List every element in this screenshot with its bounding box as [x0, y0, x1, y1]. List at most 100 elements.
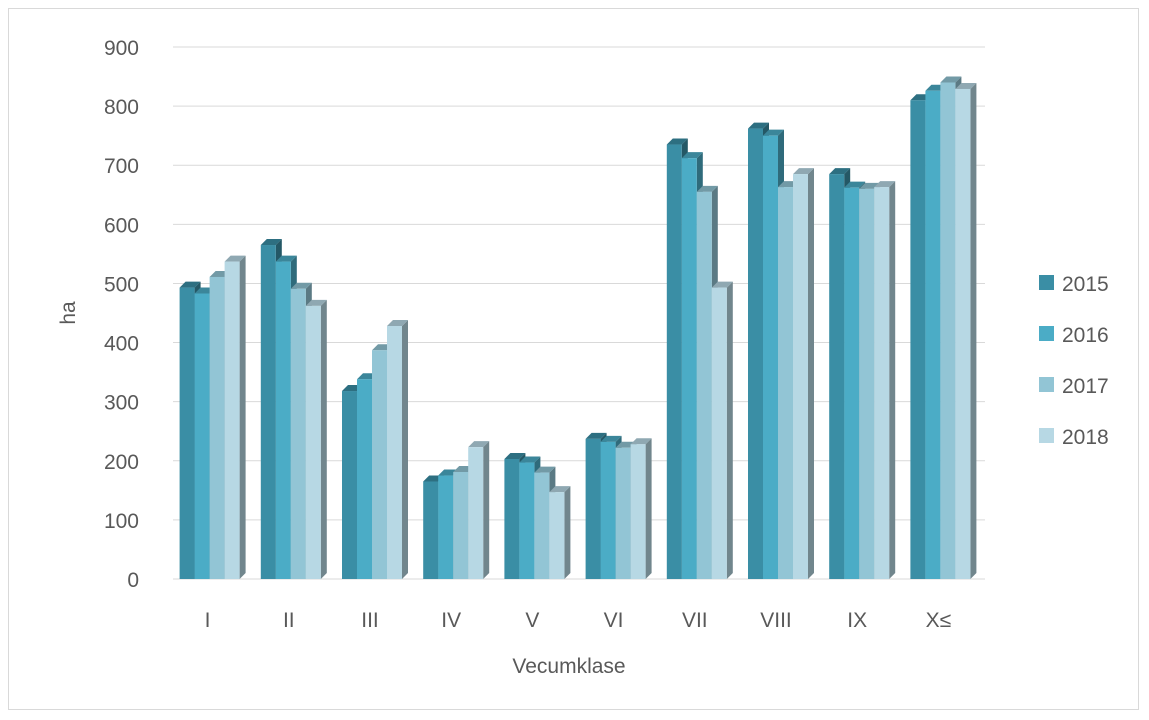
bar-front — [194, 293, 210, 579]
legend: 2015 2016 2017 2018 — [1039, 273, 1109, 449]
bar-front — [342, 391, 357, 579]
bar-front — [534, 472, 550, 579]
bar-top — [940, 76, 962, 83]
bar-front — [844, 187, 860, 579]
bar-front — [910, 100, 926, 579]
bar-front — [179, 287, 195, 579]
bar-top — [829, 168, 851, 175]
bar-front — [615, 447, 631, 579]
y-axis-ticks: 0 100 200 300 400 500 600 700 800 900 — [104, 37, 139, 592]
legend-item: 2015 — [1039, 273, 1109, 296]
x-tick-label: VII — [682, 609, 708, 632]
bar-top — [534, 466, 556, 473]
bar-front — [423, 481, 439, 579]
bar-top — [585, 432, 607, 439]
bar-front — [504, 459, 520, 579]
y-tick-label: 0 — [127, 569, 139, 592]
bar-front — [357, 379, 372, 579]
bar-top — [630, 438, 652, 445]
bar — [224, 255, 246, 579]
bar — [305, 299, 327, 579]
bar-side — [808, 168, 814, 580]
bar-front — [940, 82, 956, 579]
bar-front — [778, 187, 793, 580]
bar — [874, 181, 896, 580]
bar-front — [696, 191, 712, 580]
bar-side — [645, 438, 652, 579]
bar-top — [260, 239, 282, 246]
bar-top — [504, 453, 526, 460]
bar-front — [290, 288, 306, 579]
bar-front — [209, 276, 225, 579]
y-tick-label: 800 — [104, 96, 139, 119]
bar-front — [549, 492, 565, 579]
x-tick-label: VI — [604, 609, 624, 632]
x-tick-label: VIII — [760, 609, 792, 632]
bar-top — [763, 129, 784, 136]
bar-top — [275, 255, 297, 262]
legend-item: 2017 — [1039, 375, 1109, 398]
bar — [955, 82, 977, 580]
legend-label: 2016 — [1062, 324, 1109, 347]
bar — [630, 438, 652, 579]
legend-swatch — [1039, 428, 1054, 443]
y-tick-label: 100 — [104, 510, 139, 533]
bar — [549, 486, 571, 579]
bar-front — [372, 350, 387, 579]
y-axis-title: ha — [57, 301, 80, 325]
bar-top — [793, 168, 814, 175]
bar-top — [468, 441, 490, 448]
x-tick-label: I — [205, 609, 211, 632]
y-tick-label: 200 — [104, 451, 139, 474]
y-tick-label: 400 — [104, 333, 139, 356]
y-tick-label: 600 — [104, 214, 139, 237]
bar-top — [600, 435, 622, 442]
bar-top — [387, 320, 408, 327]
bar-side — [320, 299, 327, 579]
bar-front — [793, 174, 808, 580]
bar-top — [549, 486, 571, 493]
bar-front — [763, 135, 778, 579]
bar-front — [224, 261, 240, 579]
x-axis-ticks: I II III IV V VI VII VIII IX X≤ — [205, 609, 951, 632]
bar-top — [681, 152, 703, 159]
bar-front — [275, 261, 291, 579]
bar-front — [630, 444, 646, 579]
bar-front — [711, 287, 727, 579]
legend-label: 2015 — [1062, 273, 1109, 296]
x-tick-label: IX — [847, 609, 867, 632]
bar-front — [453, 472, 469, 579]
bar-front — [859, 188, 875, 579]
legend-item: 2018 — [1039, 426, 1109, 449]
x-tick-label: X≤ — [926, 609, 952, 632]
bar-front — [519, 462, 535, 579]
x-tick-label: V — [525, 609, 539, 632]
legend-item: 2016 — [1039, 324, 1109, 347]
y-tick-label: 300 — [104, 392, 139, 415]
bar-top — [874, 181, 896, 188]
bar-top — [224, 255, 246, 262]
bar-top — [666, 138, 688, 145]
legend-label: 2018 — [1062, 426, 1109, 449]
bar-top — [179, 281, 201, 288]
bar-side — [239, 255, 246, 579]
x-tick-label: II — [283, 609, 295, 632]
bar — [711, 281, 733, 579]
bar-side — [483, 441, 490, 579]
bar-top — [519, 456, 541, 463]
bar — [793, 168, 814, 580]
bar-front — [748, 128, 763, 579]
legend-label: 2017 — [1062, 375, 1109, 398]
legend-swatch — [1039, 377, 1054, 392]
bar-front — [260, 245, 276, 579]
bar-front — [305, 305, 321, 579]
bar-front — [925, 90, 941, 580]
bar-side — [889, 181, 896, 580]
bar-top — [711, 281, 733, 288]
y-tick-label: 900 — [104, 37, 139, 60]
bar-front — [387, 326, 402, 579]
y-tick-label: 700 — [104, 155, 139, 178]
bar-side — [402, 320, 408, 579]
bar-top — [844, 181, 866, 188]
